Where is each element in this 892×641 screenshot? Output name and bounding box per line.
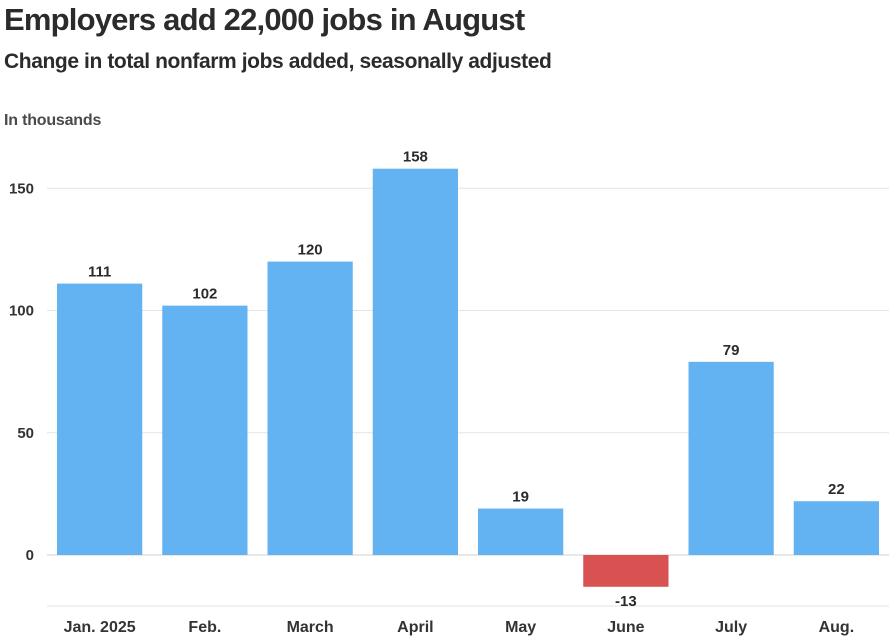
y-tick-label: 100 [9,303,34,320]
bar-value-label: 22 [828,481,845,498]
x-category-label: Jan. 2025 [64,619,136,636]
units-label: In thousands [4,112,102,129]
bar [162,305,248,555]
bar [478,508,564,555]
x-category-label: June [607,619,644,636]
bar [688,361,774,555]
x-category-label: Feb. [188,619,221,636]
bars [57,168,879,587]
bar-value-label: 111 [88,264,111,281]
bar [372,168,458,555]
data-labels: 111 102 120 158 19 -13 79 22 [88,149,845,610]
x-category-label: April [397,619,433,636]
bar-value-label: -13 [615,593,637,610]
y-tick-label: 0 [26,547,34,564]
bar-value-label: 79 [723,342,740,359]
y-tick-label: 150 [9,180,34,197]
x-category-label: May [505,619,536,636]
bar-value-label: 102 [192,286,217,303]
x-category-label: March [287,619,334,636]
bar [267,261,353,555]
chart-title: Employers add 22,000 jobs in August [4,2,525,37]
chart-subtitle: Change in total nonfarm jobs added, seas… [4,50,552,73]
y-axis-tick-labels: 0 50 100 150 [9,180,34,564]
y-tick-label: 50 [17,425,34,442]
x-axis-category-labels: Jan. 2025 Feb. March April May June July Aug. [64,619,855,636]
x-category-label: July [715,619,747,636]
bar [57,283,143,555]
x-category-label: Aug. [819,619,855,636]
bar [793,501,879,555]
bar-value-label: 120 [298,242,323,259]
bar-value-label: 158 [403,149,428,166]
bar-value-label: 19 [512,489,529,506]
bar [583,555,669,587]
